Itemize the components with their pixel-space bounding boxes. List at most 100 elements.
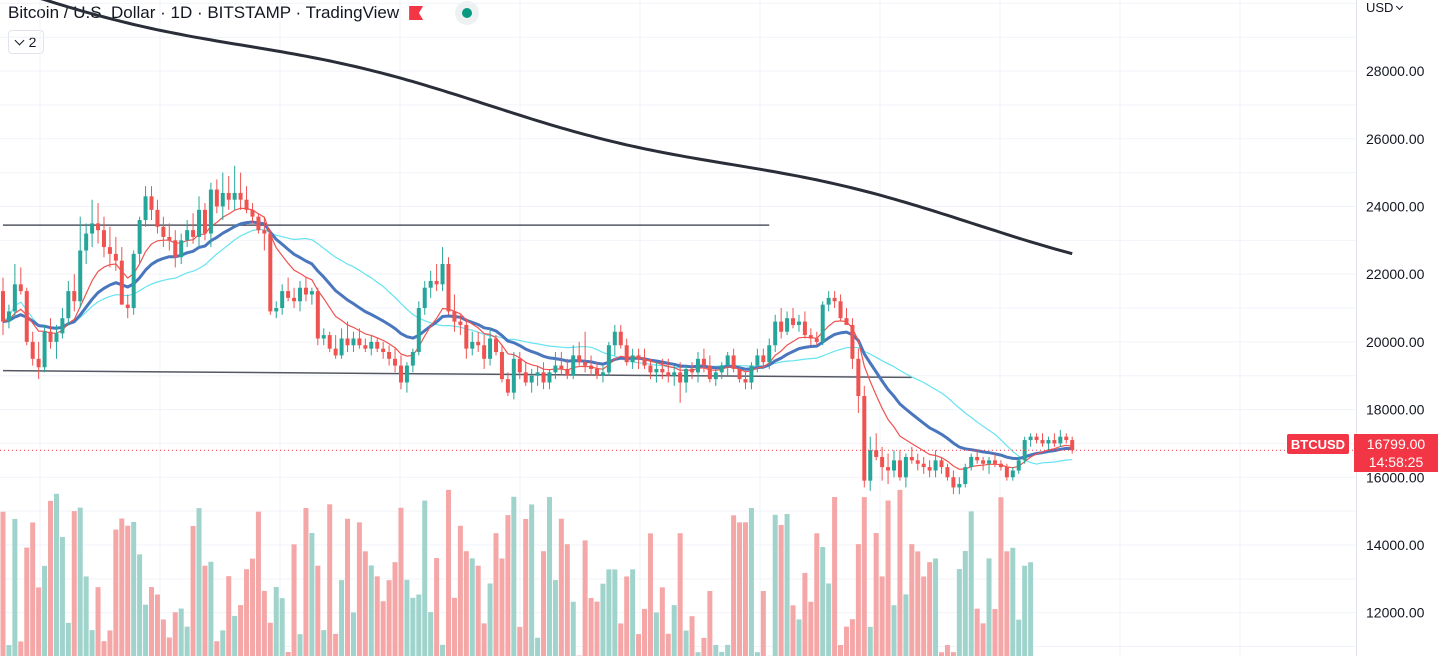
volume-bar [642,608,648,656]
candle-body [1064,436,1069,441]
candle-body [226,192,231,200]
candle [1070,436,1075,454]
candle-body [292,297,297,302]
candle-body [957,484,962,488]
volume-bar [814,533,820,656]
candle [244,186,249,214]
candle [309,287,314,305]
volume-bar [808,601,814,656]
candle-body [624,345,629,363]
candle-body [987,460,992,464]
candle-body [315,291,320,339]
indicator-count: 2 [28,34,37,50]
price-axis[interactable]: 12000.00 14000.00 16000.00 18000.00 20000.00… [1366,63,1425,621]
candle [850,318,855,369]
volume-bar [1028,562,1034,656]
ma-blue-line [2,220,1073,461]
candle-body [577,355,582,363]
candle [357,328,362,349]
candle-body [452,311,457,322]
volume-bar [594,601,600,656]
candle-body [357,338,362,346]
candle-body [565,368,570,376]
candle [642,348,647,369]
candle [208,182,213,248]
volume-bar [992,609,998,656]
candle [648,358,653,380]
volume-bar [446,489,451,656]
candle-body [992,460,997,464]
price-tick-label: 12000.00 [1366,605,1425,621]
candle [250,203,255,224]
volume-bar [879,576,885,656]
price-tick-label: 24000.00 [1366,198,1425,214]
volume-bar [535,637,541,656]
candle-body [767,345,772,363]
candle [666,358,671,383]
indicators-collapse-button[interactable]: 2 [8,30,44,54]
candle-body [84,233,89,251]
candle-body [505,379,510,393]
volume-bar [612,569,618,656]
currency-selector[interactable]: USD [1366,0,1404,15]
candle-body [981,460,986,464]
volume-bar [600,583,606,656]
candle [779,308,784,339]
candle-body [915,460,920,464]
candle [345,321,350,353]
candle [101,216,106,258]
candle [600,365,605,383]
candle [1010,467,1015,481]
candle [909,446,914,464]
candle-body [701,358,706,366]
volume-bar [855,544,861,656]
candle-body [416,308,421,353]
candle [826,291,831,312]
candle [897,450,902,481]
candle-body [72,291,77,302]
candle [880,446,885,481]
volume-bar [1010,547,1016,656]
candle-body [856,358,861,397]
candle-body [802,321,807,336]
volume-bar [410,597,416,656]
candle [191,213,196,244]
candle-body [684,368,689,383]
volume-bar [820,547,826,656]
candle-body [874,450,879,457]
candle-body [321,335,326,339]
volume-bar [428,612,434,656]
candle-body [202,209,207,234]
volume-bar [778,524,784,656]
volume-bar [986,558,992,656]
candle [559,352,564,376]
market-status-icon[interactable] [455,1,480,25]
candle-body [571,355,576,376]
volume-bar [998,497,1004,656]
candle [339,328,344,359]
candle [957,477,962,495]
volume-bar [279,598,285,656]
candle [535,365,540,386]
volume-bar [339,580,345,656]
candle-body [791,318,796,325]
candle [149,186,154,221]
volume-bar [440,644,446,656]
candle-body [173,240,178,258]
candle [903,453,908,488]
candle-body [589,365,594,369]
candle [927,460,932,478]
candle-body [327,335,332,349]
volume-bar [927,562,933,656]
volume-bar [909,544,915,656]
candle [690,362,695,380]
volume-bar [368,565,374,656]
volume-bar [83,576,89,656]
candle [464,318,469,359]
volume-bar [719,651,725,656]
candle [434,264,439,292]
volume-bar [291,544,297,656]
volume-bar [350,612,356,656]
volume-bar [772,514,778,656]
